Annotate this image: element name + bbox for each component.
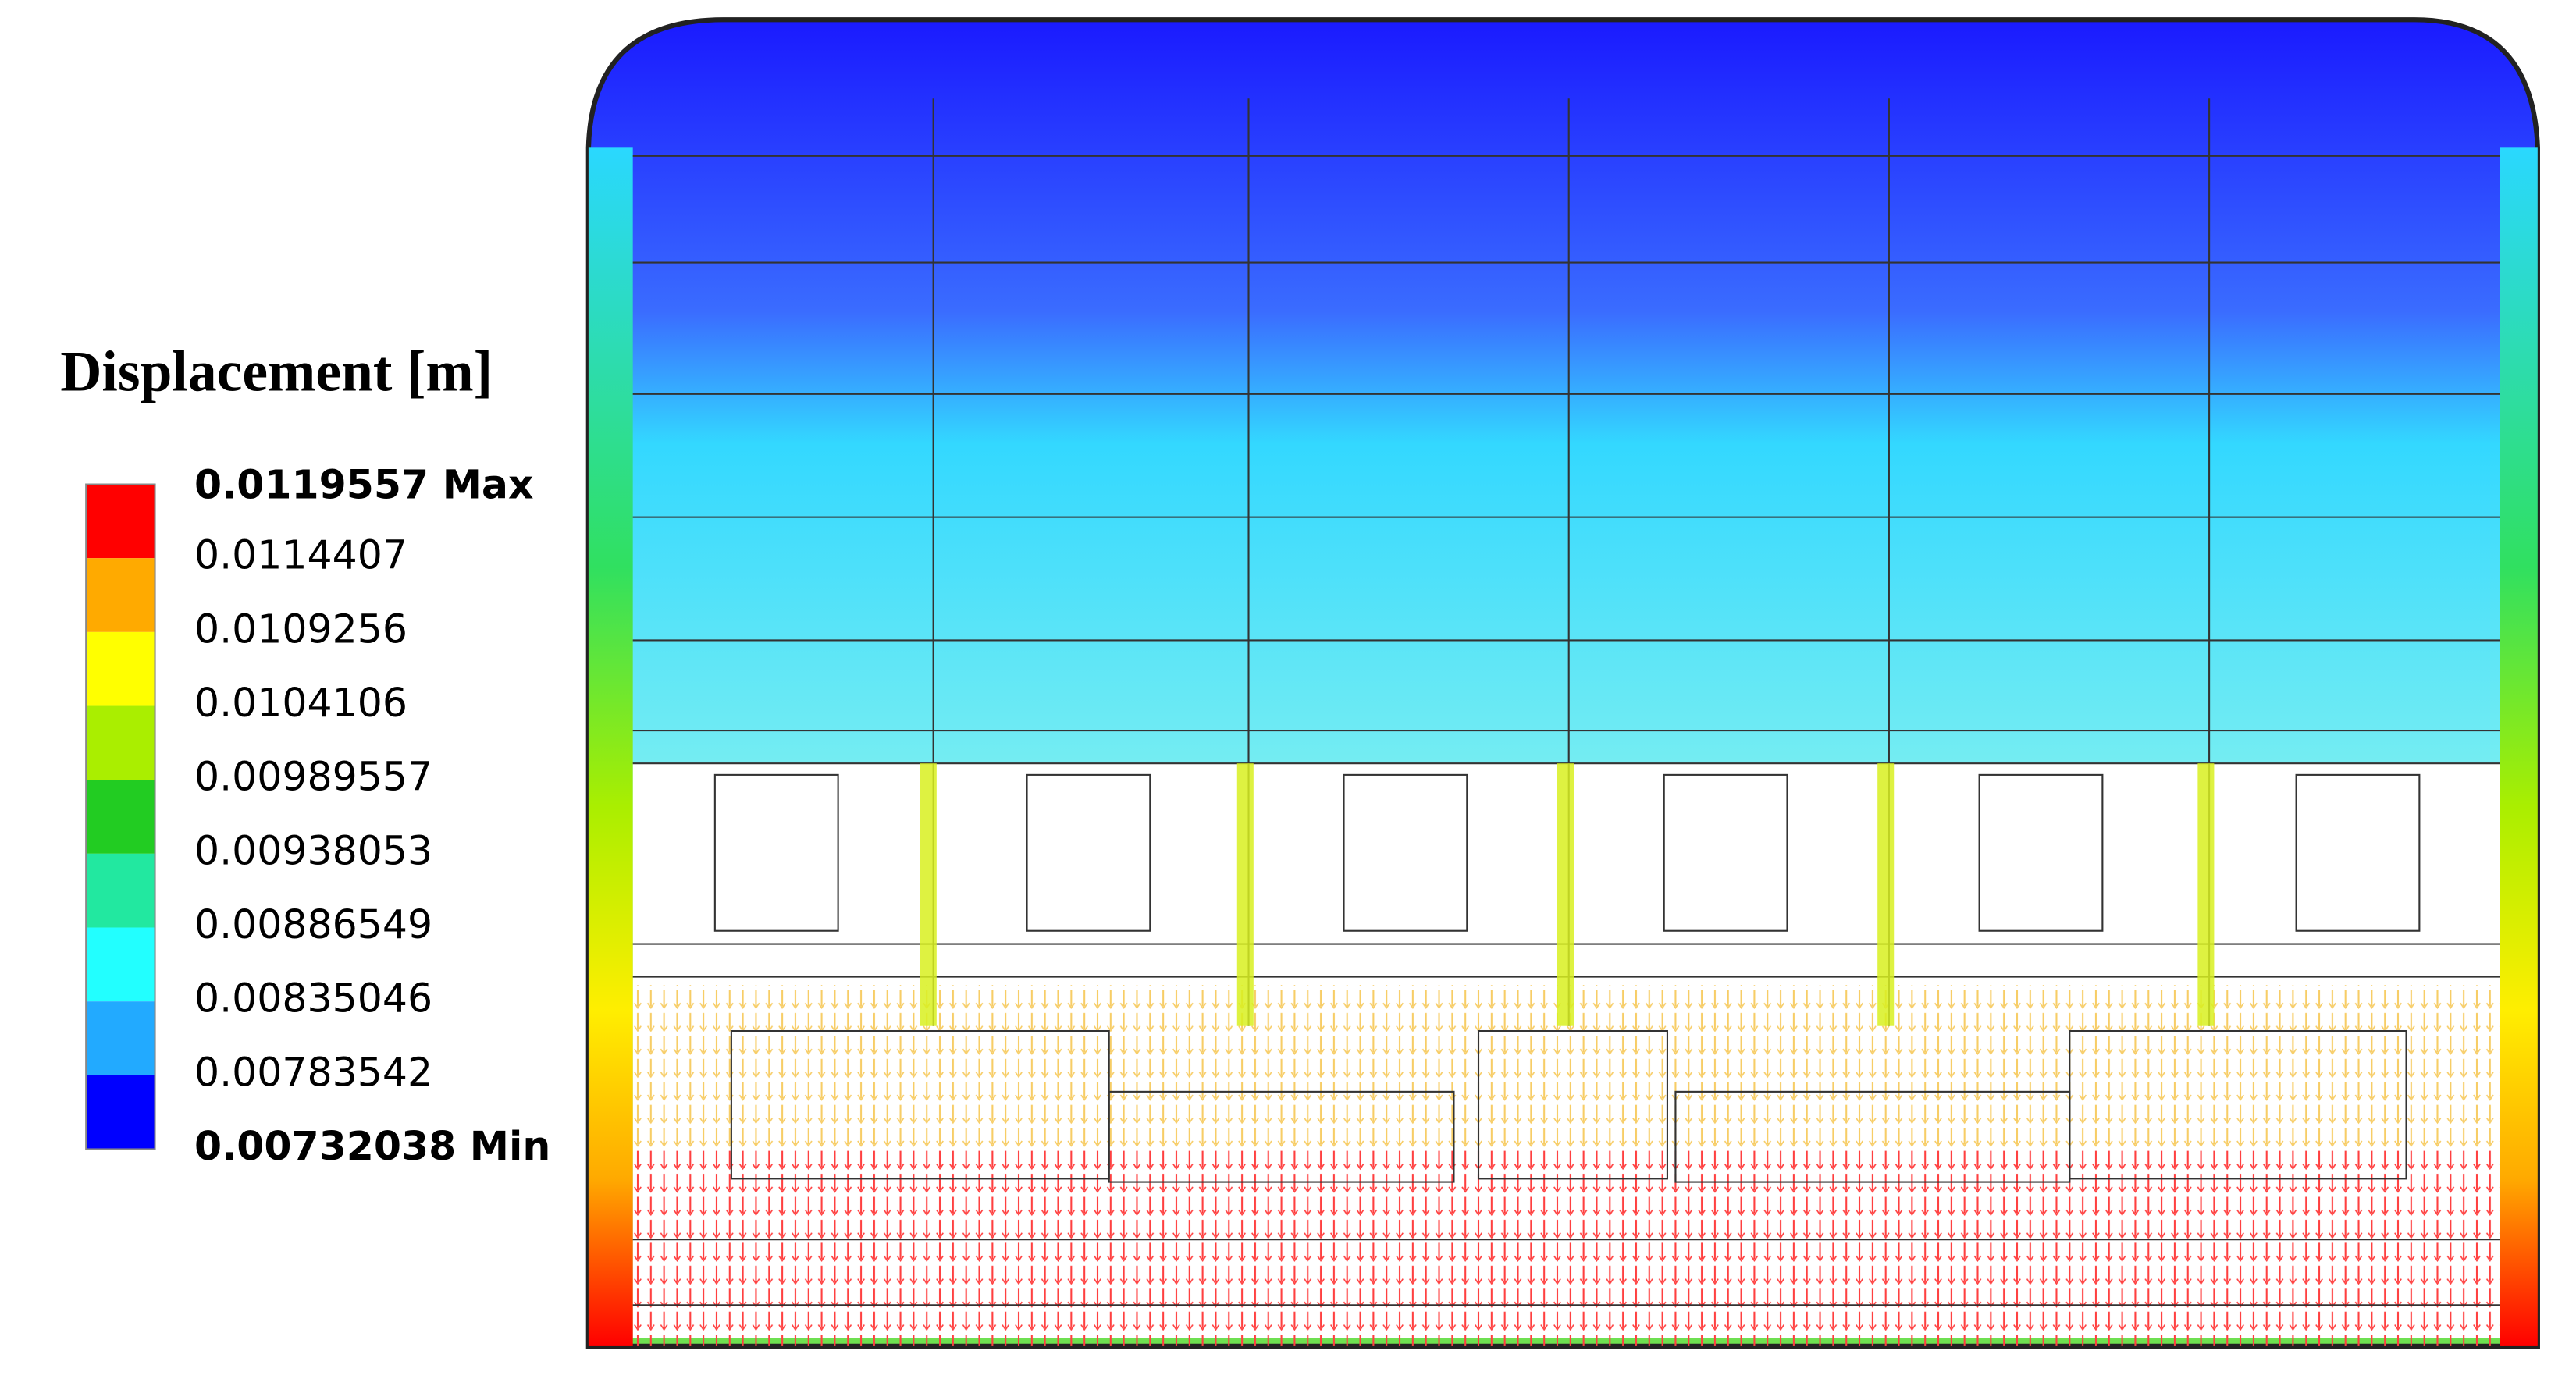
legend-swatch <box>86 558 155 632</box>
legend-swatch <box>86 705 155 780</box>
arrows-red <box>632 1149 2505 1346</box>
legend-label: 0.00783542 <box>194 1049 432 1095</box>
legend-label: 0.0109256 <box>194 606 407 652</box>
legend-label: 0.0119557 Max <box>194 461 534 507</box>
legend-swatch <box>86 1075 155 1150</box>
legend-label: 0.0114407 <box>194 532 407 578</box>
legend-swatch <box>86 1001 155 1075</box>
legend-label: 0.00732038 Min <box>194 1123 550 1169</box>
legend-swatch <box>86 927 155 1002</box>
left-pillar <box>588 147 633 1346</box>
legend-label: 0.00938053 <box>194 827 432 873</box>
legend-label: 0.00835046 <box>194 976 432 1022</box>
legend-label: 0.0104106 <box>194 680 407 726</box>
legend-swatch <box>86 853 155 928</box>
posts <box>920 763 2215 1026</box>
legend-swatch <box>86 780 155 854</box>
right-pillar <box>2500 147 2538 1346</box>
legend-frame <box>85 483 156 1150</box>
legend-label: 0.00989557 <box>194 754 432 800</box>
legend-swatch <box>86 484 155 559</box>
legend-label: 0.00886549 <box>194 901 432 947</box>
legend-swatch <box>86 631 155 706</box>
legend-title: Displacement [m] <box>60 339 493 403</box>
model <box>585 17 2540 1349</box>
legend: 0.0119557 Max 0.0114407 0.0109256 0.0104106… <box>85 461 550 1169</box>
